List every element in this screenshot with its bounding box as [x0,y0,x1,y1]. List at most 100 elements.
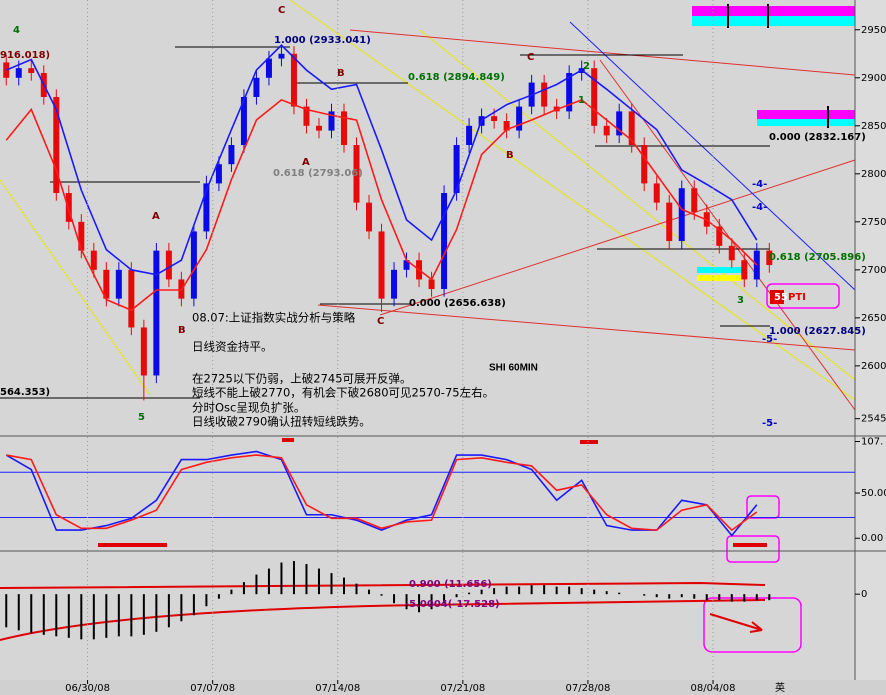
candle-body [240,96,247,145]
candle-body [678,188,685,242]
candle-body [303,106,310,126]
indicator-line [5,98,758,312]
annotation: 2 [583,61,590,72]
commentary-line: 在2725以下仍弱，上破2745可展开反弹。 [192,372,412,386]
candle-body [15,68,22,78]
candle-body [78,221,85,251]
y-tick-label: 2950 [861,25,886,36]
y-tick-label: 0.00 [861,533,883,544]
annotation: B [337,68,345,79]
candle-body [728,245,735,261]
candle-body [691,188,698,213]
taskbar-item[interactable]: 英 [775,681,785,694]
annotation: 4 [13,25,20,36]
candle-body [53,96,60,194]
axis-column [855,0,886,695]
annotation: 55 [774,292,788,303]
y-tick-label: 0 [861,589,867,600]
candle-body [766,250,773,266]
candle-body [541,82,548,107]
candle-body [516,106,523,131]
candle-body [341,111,348,145]
candle-body [403,260,410,270]
markers [0,4,855,653]
y-tick-label: 2800 [861,169,886,180]
annotation: -4- [752,179,767,190]
candle-body [391,269,398,299]
annotation: -5- [762,334,777,345]
annotation: -5- [762,418,777,429]
annotation: 1 [578,95,585,106]
y-tick-label: 107. [861,437,883,448]
y-tick-label: 2750 [861,217,886,228]
annotation: B [178,325,186,336]
candle-body [278,53,285,59]
candle-body [716,226,723,246]
candle-body [441,193,448,290]
indicator-line [5,44,758,276]
candle-body [591,68,598,126]
commentary-line: 短线不能上破2770，有机会下破2680可见2570-75左右。 [192,386,494,400]
candle-body [203,183,210,232]
annotation: B [506,150,514,161]
x-tick-label: 07/21/08 [440,683,485,694]
candle-body [366,202,373,232]
annotation: 916.018) [0,50,50,61]
candle-body [603,125,610,136]
x-tick-label: 07/07/08 [190,683,235,694]
candle-body [466,125,473,145]
annotation: A [152,211,160,222]
y-tick-label: 2545. [861,414,886,425]
y-tick-label: 2900 [861,73,886,84]
candle-body [128,269,135,328]
candle-body [628,111,635,145]
candle-body [503,120,510,131]
candle-body [290,53,297,107]
candle-body [165,250,172,280]
x-tick-label: 07/14/08 [315,683,360,694]
annotation: C [278,5,285,16]
candle-body [378,231,385,299]
candle-body [140,327,147,376]
candle-body [491,116,498,121]
candle-body [566,72,573,112]
annotation: 3 [737,295,744,306]
candle-body [253,77,260,97]
annotation: 0.618 (2894.849) [408,72,505,83]
candle-body [190,231,197,299]
candle-body [328,111,335,131]
candle-body [103,269,110,299]
x-tick-label: 06/30/08 [65,683,110,694]
annotation: 5 [138,412,145,423]
annotation: 0.000 (2656.638) [409,298,506,309]
candle-body [641,145,648,184]
annotation: 0.900 (11.656) [409,579,492,590]
candle-body [453,145,460,194]
commentary-line: 分时Osc呈现负扩张。 [192,401,305,415]
indicator-line [6,454,758,532]
candle-body [115,269,122,299]
candle-body [215,164,222,184]
candle-body [353,145,360,203]
candle-body [228,145,235,165]
annotation: C [527,52,534,63]
badge [770,290,784,304]
y-tick-label: 2700 [861,265,886,276]
annotation: -5.0004(-17.528) [405,599,500,610]
annotation: 0.000 (2832.167) [769,132,866,143]
annotation: SHI 60MIN [489,363,538,374]
annotation: 564.353) [0,387,50,398]
y-tick-label: 2850 [861,121,886,132]
y-tick-label: 2650 [861,313,886,324]
annotation: PTI [788,292,806,303]
candle-body [428,279,435,290]
annotation: A [302,157,310,168]
y-tick-label: 2600 [861,361,886,372]
annotation: -4- [752,202,767,213]
annotation: 1.000 (2933.041) [274,35,371,46]
candle-body [653,183,660,203]
y-tick-label: 50.00 [861,488,886,499]
x-tick-label: 08/04/08 [691,683,736,694]
